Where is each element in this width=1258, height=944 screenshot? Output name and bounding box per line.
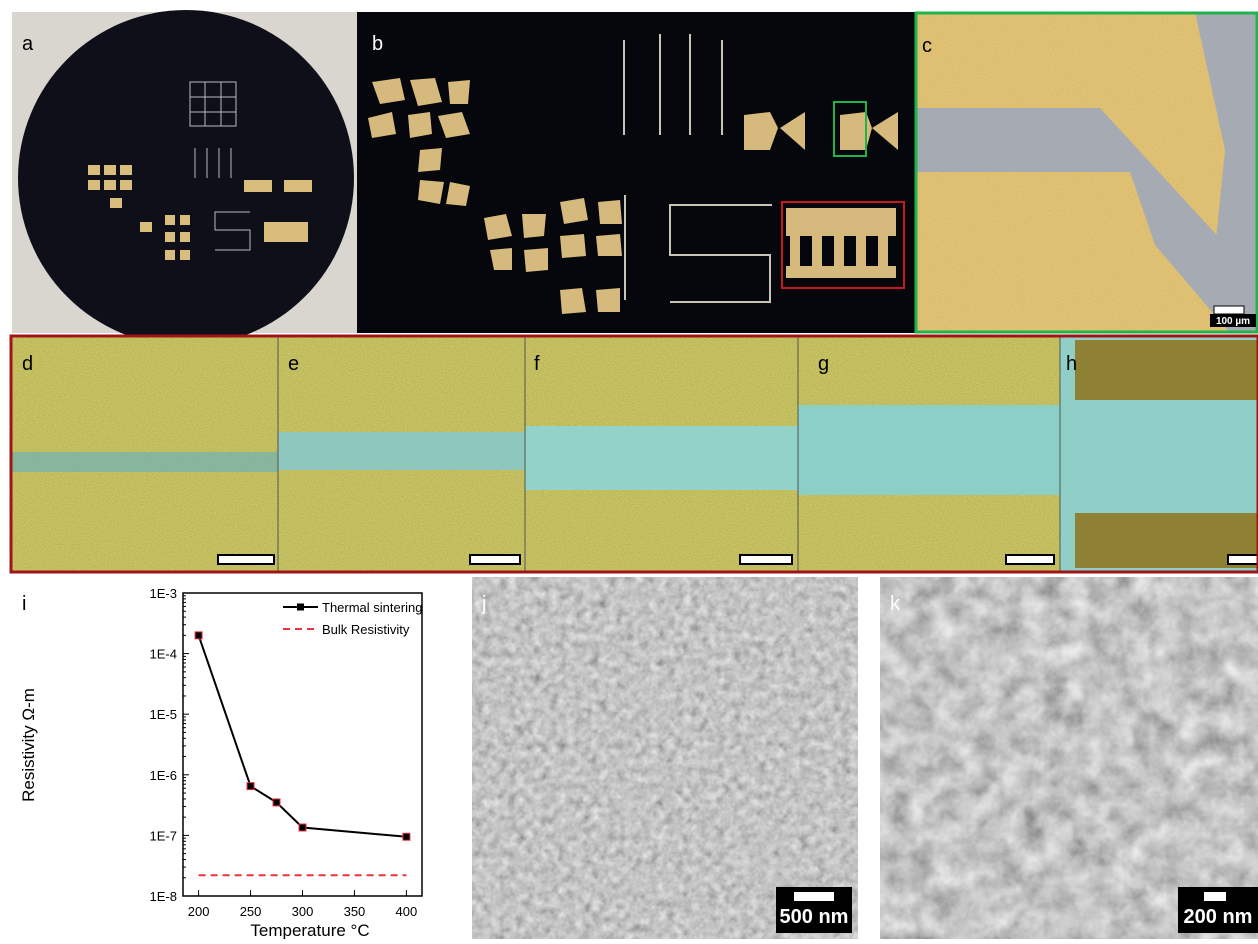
plot-area <box>195 632 410 875</box>
panel-label: k <box>890 593 901 615</box>
panel-label: g <box>818 353 829 375</box>
data-point <box>299 824 306 831</box>
data-point <box>403 833 410 840</box>
panel-label: f <box>534 353 540 375</box>
x-tick-label: 400 <box>396 904 418 919</box>
x-tick-label: 350 <box>344 904 366 919</box>
panel-label: a <box>22 33 34 55</box>
x-axis-label: Temperature °C <box>250 921 369 939</box>
legend-marker <box>297 604 304 611</box>
panel-b <box>357 12 915 333</box>
y-tick-label: 1E-8 <box>150 889 177 904</box>
scale-bar-label: 200 nm <box>1184 906 1253 928</box>
legend-label: Bulk Resistivity <box>322 622 410 637</box>
panel-c <box>915 12 1258 333</box>
data-point <box>247 783 254 790</box>
y-axis-label: Resistivity Ω-m <box>19 688 38 802</box>
panel-label: j <box>481 593 486 615</box>
panel-label: e <box>288 353 299 375</box>
y-tick-label: 1E-6 <box>150 768 177 783</box>
panel-label: b <box>372 33 383 55</box>
data-point <box>195 632 202 639</box>
panel-label: h <box>1066 353 1077 375</box>
panel-j <box>472 577 858 939</box>
y-tick-label: 1E-3 <box>150 586 177 601</box>
x-tick-label: 250 <box>240 904 262 919</box>
panel-a <box>12 10 357 346</box>
panel-label: i <box>22 593 26 615</box>
scale-bar-label: 100 µm <box>1216 316 1250 327</box>
panel-k <box>880 577 1258 939</box>
panel-label: d <box>22 353 33 375</box>
plot-frame <box>183 593 422 896</box>
y-tick-label: 1E-4 <box>150 647 177 662</box>
panel-label: c <box>922 35 932 57</box>
y-tick-label: 1E-5 <box>150 707 177 722</box>
y-tick-label: 1E-7 <box>150 828 177 843</box>
data-point <box>273 799 280 806</box>
series-line <box>199 635 407 836</box>
scale-bar-label: 500 nm <box>780 906 849 928</box>
x-tick-label: 300 <box>292 904 314 919</box>
chart: Temperature °C Resistivity Ω-m 1E-8 1E-7 1… <box>19 586 422 939</box>
figure: a b c d e f g h i j k 100 µm 500 nm 200 … <box>0 0 1258 939</box>
legend-label: Thermal sintering <box>322 600 422 615</box>
x-tick-label: 200 <box>188 904 210 919</box>
